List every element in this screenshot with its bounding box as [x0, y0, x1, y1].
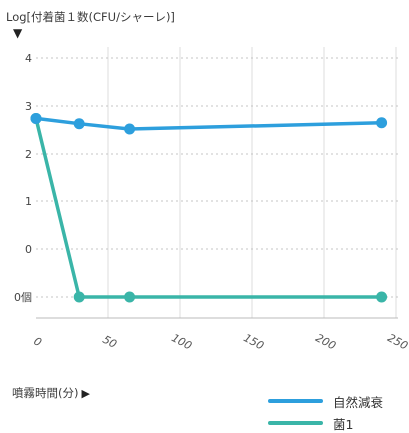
y-tick-label: 3: [25, 100, 32, 113]
x-tick-labels: 0 50 100 150 200 250: [32, 331, 409, 352]
legend-label: 自然減衰: [333, 394, 384, 410]
legend-item: 自然減衰: [268, 392, 383, 410]
data-point: [376, 291, 388, 303]
series-lines: [30, 112, 388, 303]
y-tick-label: 4: [25, 52, 32, 65]
x-axis-arrow-icon: ▶: [81, 387, 90, 400]
data-point: [73, 291, 85, 303]
data-point: [124, 123, 136, 135]
x-tick-label: 250: [385, 331, 409, 352]
x-tick-label: 50: [100, 333, 118, 351]
data-point: [376, 117, 388, 129]
y-tick-label: 1: [25, 195, 32, 208]
data-point: [30, 112, 42, 124]
x-axis-title-text: 噴霧時間(分): [12, 386, 79, 400]
y-tick-label: 0個: [14, 291, 32, 304]
grid-lines: [36, 47, 398, 319]
legend-label: 菌1: [333, 416, 354, 432]
x-tick-label: 0: [32, 335, 44, 350]
series-line: [34, 116, 384, 299]
series-菌1: [30, 112, 388, 303]
legend-swatch: [268, 421, 323, 425]
y-tick-label: 0: [25, 243, 32, 256]
legend-item: 菌1: [268, 414, 353, 432]
series-自然減衰: [30, 112, 388, 135]
y-tick-labels: 4 3 2 1 0 0個: [14, 52, 32, 304]
legend-swatch: [268, 399, 323, 403]
series-line: [34, 116, 384, 131]
x-tick-label: 150: [241, 331, 266, 352]
y-tick-label: 2: [25, 148, 32, 161]
y-axis-arrow-icon: ▼: [13, 26, 23, 40]
y-axis-title: Log[付着菌１数(CFU/シャーレ)]: [6, 10, 175, 24]
data-point: [124, 291, 136, 303]
x-axis-title: 噴霧時間(分) ▶: [12, 385, 90, 401]
x-tick-label: 100: [169, 331, 194, 352]
x-tick-label: 200: [313, 331, 338, 352]
data-point: [73, 118, 85, 130]
